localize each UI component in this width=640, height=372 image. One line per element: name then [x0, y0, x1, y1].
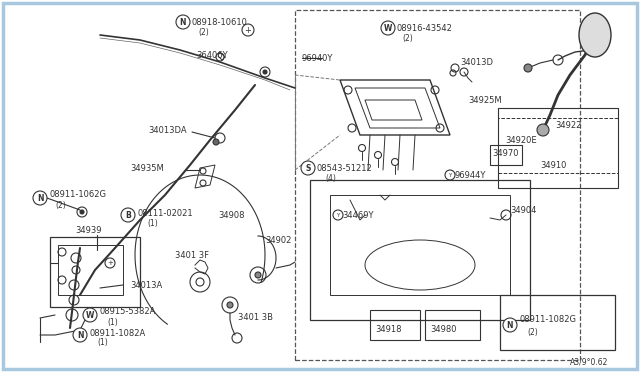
- Text: 3401 3F: 3401 3F: [175, 250, 209, 260]
- Text: N: N: [36, 193, 44, 202]
- Circle shape: [80, 210, 84, 214]
- Text: 34910: 34910: [540, 160, 566, 170]
- Circle shape: [263, 70, 267, 74]
- Text: (4): (4): [325, 173, 336, 183]
- Text: 08543-51212: 08543-51212: [317, 164, 372, 173]
- Bar: [498, 108, 618, 188]
- Text: (2): (2): [55, 201, 66, 209]
- Text: 34920E: 34920E: [505, 135, 536, 144]
- Text: 08911-1062G: 08911-1062G: [49, 189, 106, 199]
- Bar: [295, 10, 580, 360]
- Text: 08911-1082A: 08911-1082A: [89, 328, 145, 337]
- Text: (1): (1): [107, 317, 118, 327]
- Text: +: +: [244, 26, 252, 35]
- Text: Y: Y: [337, 212, 340, 218]
- Text: 34013DA: 34013DA: [148, 125, 187, 135]
- Text: 34904: 34904: [510, 205, 536, 215]
- Circle shape: [213, 139, 219, 145]
- Circle shape: [381, 21, 395, 35]
- Circle shape: [503, 318, 517, 332]
- Text: A3/9°0.62: A3/9°0.62: [570, 357, 609, 366]
- Text: 34925M: 34925M: [468, 96, 502, 105]
- Text: 34469Y: 34469Y: [342, 211, 374, 219]
- Text: 34918: 34918: [375, 326, 401, 334]
- Circle shape: [176, 15, 190, 29]
- Text: 34922: 34922: [555, 121, 581, 129]
- Circle shape: [121, 208, 135, 222]
- Ellipse shape: [579, 13, 611, 57]
- Text: (2): (2): [527, 327, 538, 337]
- Text: (2): (2): [402, 33, 413, 42]
- Bar: [498, 118, 618, 173]
- Bar: [310, 180, 530, 320]
- Bar: [370, 310, 420, 340]
- Text: W: W: [384, 23, 392, 32]
- Text: 34970: 34970: [492, 148, 518, 157]
- Text: (1): (1): [97, 339, 108, 347]
- Bar: [425, 310, 480, 340]
- Text: 34935M: 34935M: [130, 164, 164, 173]
- Text: 34980: 34980: [430, 326, 456, 334]
- Text: 96940Y: 96940Y: [302, 54, 333, 62]
- Text: +: +: [107, 260, 113, 266]
- Text: 08911-1082G: 08911-1082G: [520, 315, 577, 324]
- Text: 08918-10610: 08918-10610: [192, 17, 248, 26]
- Circle shape: [301, 161, 315, 175]
- Bar: [490, 145, 522, 165]
- Circle shape: [73, 328, 87, 342]
- Text: (2): (2): [198, 28, 209, 36]
- Text: 34902: 34902: [265, 235, 291, 244]
- Text: 08111-02021: 08111-02021: [137, 208, 193, 218]
- Bar: [58, 245, 123, 295]
- Text: B: B: [125, 211, 131, 219]
- Circle shape: [524, 64, 532, 72]
- Text: 34013A: 34013A: [130, 280, 163, 289]
- Text: S: S: [305, 164, 310, 173]
- Circle shape: [255, 272, 261, 278]
- Text: N: N: [180, 17, 186, 26]
- Text: N: N: [507, 321, 513, 330]
- Text: 96944Y: 96944Y: [455, 170, 486, 180]
- Text: 36406Y: 36406Y: [196, 51, 228, 60]
- Text: 08916-43542: 08916-43542: [397, 23, 453, 32]
- Text: 3401 3B: 3401 3B: [238, 314, 273, 323]
- Text: 08915-5382A: 08915-5382A: [99, 307, 156, 315]
- Bar: [500, 295, 615, 350]
- Text: (1): (1): [147, 218, 157, 228]
- Text: 34013D: 34013D: [460, 58, 493, 67]
- Text: W: W: [86, 311, 94, 320]
- Text: N: N: [77, 330, 83, 340]
- Circle shape: [33, 191, 47, 205]
- Circle shape: [227, 302, 233, 308]
- Bar: [50, 237, 140, 307]
- Bar: [330, 195, 510, 295]
- Text: Y: Y: [449, 173, 452, 177]
- Circle shape: [537, 124, 549, 136]
- Text: 34939: 34939: [75, 225, 102, 234]
- Text: 34908: 34908: [218, 211, 244, 219]
- Circle shape: [83, 308, 97, 322]
